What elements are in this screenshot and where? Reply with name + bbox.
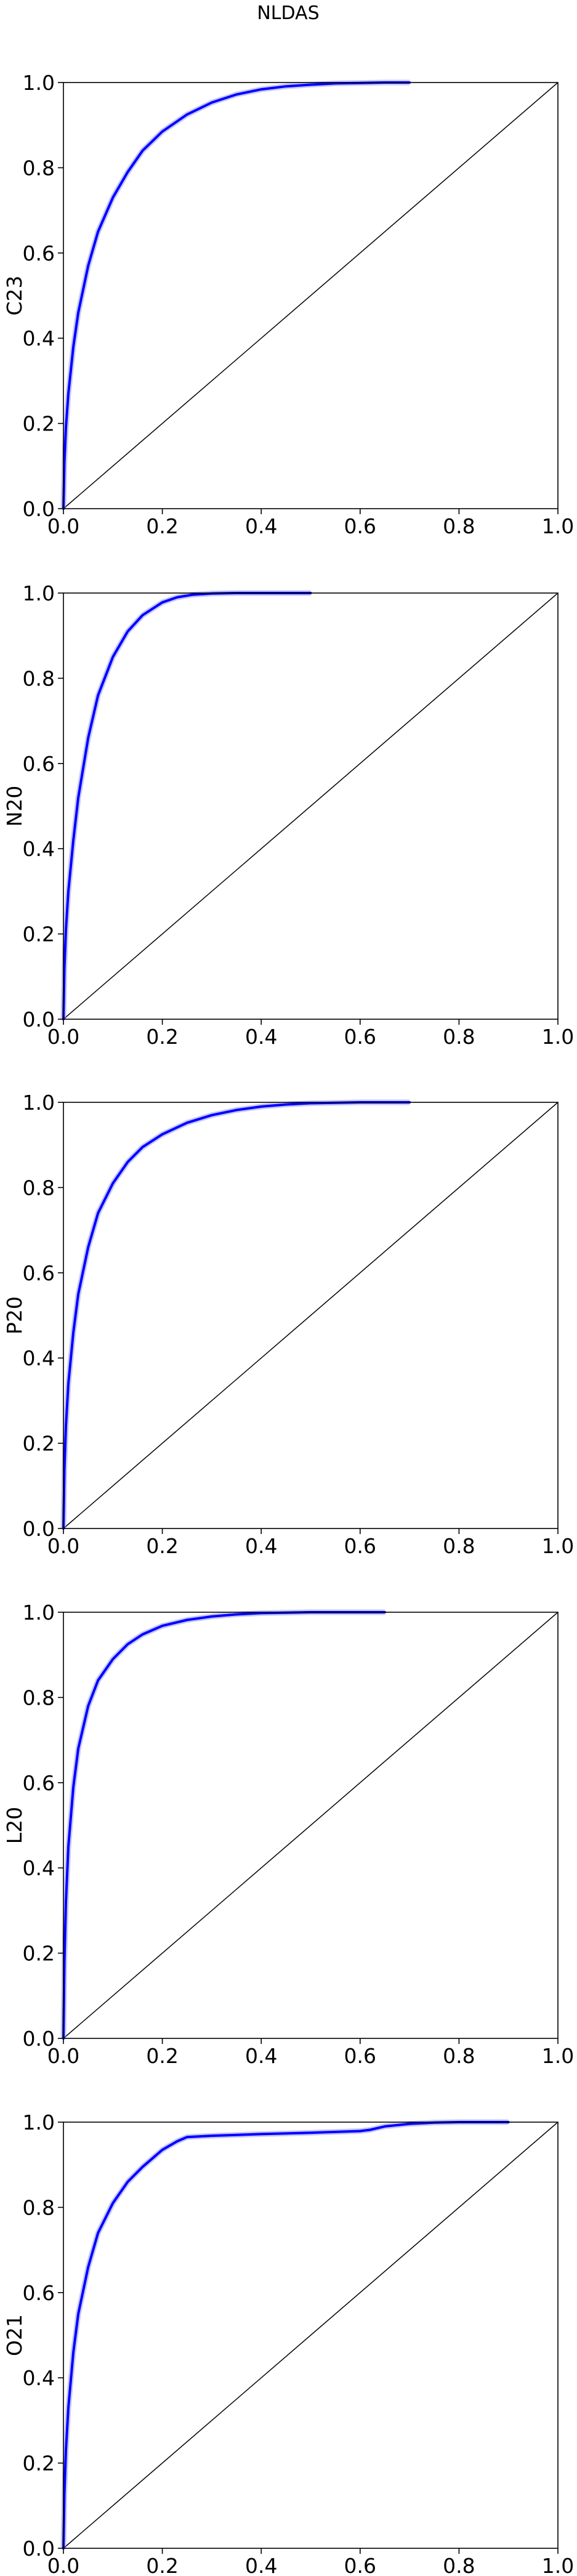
- figure-title: NLDAS: [257, 2, 319, 24]
- x-tick-label: 0.6: [344, 514, 376, 538]
- y-tick-label: 0.2: [23, 1942, 55, 1966]
- curve-series-line: [62, 2121, 510, 2550]
- x-tick-label: 0.6: [344, 1534, 376, 1558]
- x-tick-label: 0.4: [245, 2044, 277, 2068]
- x-tick-label: 0.6: [344, 2554, 376, 2576]
- y-tick-label: 0.2: [23, 1432, 55, 1456]
- x-tick-label: 1.0: [542, 2044, 574, 2068]
- x-tick-label: 0.2: [146, 1534, 178, 1558]
- curve-uncertainty-band: [60, 1099, 410, 1529]
- y-tick-label: 1.0: [23, 2110, 55, 2134]
- y-tick-label: 1.0: [23, 1091, 55, 1115]
- x-tick-label: 0.6: [344, 1025, 376, 1049]
- curve-series-line: [62, 592, 312, 1020]
- x-tick-label: 0.2: [146, 514, 178, 538]
- curve-uncertainty-band: [60, 590, 311, 1020]
- y-tick-label: 0.6: [23, 2281, 55, 2305]
- y-tick-label: 0.2: [23, 923, 55, 947]
- y-axis-label: O21: [2, 2314, 26, 2356]
- x-tick-label: 1.0: [542, 1025, 574, 1049]
- x-tick-label: 0.8: [443, 1534, 475, 1558]
- axes-frame: [63, 1102, 559, 1529]
- curve-uncertainty-band: [60, 1609, 385, 2039]
- y-tick-label: 0.4: [23, 2366, 55, 2390]
- curve-series-line: [62, 1611, 386, 2040]
- y-tick-label: 0.4: [23, 1346, 55, 1370]
- x-tick-label: 0.8: [443, 514, 475, 538]
- y-tick-label: 0.4: [23, 1856, 55, 1880]
- axes-frame: [63, 1612, 559, 2039]
- axes-frame: [63, 82, 559, 509]
- y-tick-label: 0.0: [23, 1007, 55, 1032]
- x-tick-label: 0.2: [146, 1025, 178, 1049]
- x-tick-label: 0.0: [47, 514, 79, 538]
- y-tick-label: 0.0: [23, 2027, 55, 2051]
- y-tick-label: 1.0: [23, 71, 55, 95]
- y-axis-label: L20: [2, 1807, 26, 1844]
- x-tick-label: 0.4: [245, 1025, 277, 1049]
- x-tick-label: 0.8: [443, 2554, 475, 2576]
- y-tick-label: 0.4: [23, 326, 55, 350]
- chart-panel-1: 0.0 0.2 0.4 0.6 0.8 1.0 0.0 0.2 0.4 0.6 0.8 1.0 C23: [2, 71, 574, 538]
- x-tick-label: 0.0: [47, 2044, 79, 2068]
- curve-uncertainty-band: [60, 79, 410, 509]
- chart-panel-3: 0.0 0.2 0.4 0.6 0.8 1.0 0.0 0.2 0.4 0.6 0.8 1.0 P20: [2, 1091, 574, 1558]
- x-tick-label: 1.0: [542, 1534, 574, 1558]
- x-tick-label: 1.0: [542, 514, 574, 538]
- y-tick-label: 0.4: [23, 837, 55, 861]
- x-tick-label: 0.2: [146, 2554, 178, 2576]
- x-tick-label: 0.8: [443, 1025, 475, 1049]
- diagonal-reference-line: [63, 2122, 559, 2549]
- y-tick-label: 1.0: [23, 581, 55, 605]
- x-tick-label: 0.4: [245, 514, 277, 538]
- chart-panel-4: 0.0 0.2 0.4 0.6 0.8 1.0 0.0 0.2 0.4 0.6 0.8 1.0 L20: [2, 1601, 574, 2068]
- chart-panel-2: 0.0 0.2 0.4 0.6 0.8 1.0 0.0 0.2 0.4 0.6 0.8 1.0 N20: [2, 581, 574, 1049]
- y-tick-label: 0.6: [23, 1771, 55, 1795]
- x-tick-label: 1.0: [542, 2554, 574, 2576]
- curve-uncertainty-band: [60, 2119, 509, 2549]
- panels-container: 0.0 0.2 0.4 0.6 0.8 1.00.00.20.40.60.81.0C230…: [2, 71, 574, 2576]
- axes-frame: [63, 2122, 559, 2549]
- y-tick-label: 0.0: [23, 497, 55, 521]
- axes-frame: [63, 592, 559, 1020]
- y-tick-label: 0.2: [23, 2452, 55, 2476]
- curve-series-line: [62, 1101, 411, 1530]
- y-tick-label: 0.6: [23, 1261, 55, 1285]
- chart-panel-5: 0.0 0.2 0.4 0.6 0.8 1.0 0.0 0.2 0.4 0.6 0.8 1.0 O21: [2, 2110, 574, 2576]
- x-tick-label: 0.0: [47, 1534, 79, 1558]
- y-tick-label: 0.2: [23, 412, 55, 436]
- y-tick-label: 0.8: [23, 2195, 55, 2219]
- y-axis-label: N20: [2, 786, 26, 827]
- x-tick-label: 0.2: [146, 2044, 178, 2068]
- y-tick-label: 0.0: [23, 1517, 55, 1541]
- y-tick-label: 0.0: [23, 2537, 55, 2561]
- y-axis-label: C23: [2, 275, 26, 315]
- y-tick-label: 0.8: [23, 1686, 55, 1710]
- x-tick-label: 0.0: [47, 1025, 79, 1049]
- y-tick-label: 0.6: [23, 752, 55, 776]
- diagonal-reference-line: [63, 1612, 559, 2039]
- y-tick-label: 1.0: [23, 1601, 55, 1625]
- diagonal-reference-line: [63, 1102, 559, 1529]
- y-tick-label: 0.8: [23, 1176, 55, 1200]
- x-tick-label: 0.4: [245, 1534, 277, 1558]
- diagonal-reference-line: [63, 592, 559, 1020]
- y-tick-label: 0.8: [23, 666, 55, 690]
- y-tick-label: 0.6: [23, 241, 55, 265]
- y-tick-label: 0.8: [23, 156, 55, 180]
- y-axis-label: P20: [2, 1296, 26, 1334]
- x-tick-label: 0.8: [443, 2044, 475, 2068]
- diagonal-reference-line: [63, 82, 559, 509]
- x-tick-label: 0.6: [344, 2044, 376, 2068]
- x-tick-label: 0.0: [47, 2554, 79, 2576]
- x-tick-label: 0.4: [245, 2554, 277, 2576]
- curve-series-line: [62, 81, 411, 510]
